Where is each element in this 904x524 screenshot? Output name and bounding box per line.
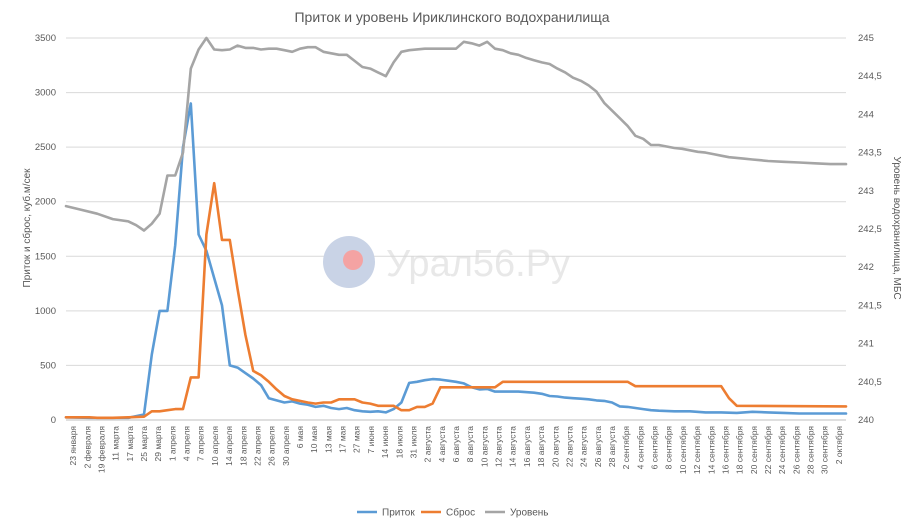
x-tick-label: 31 июля [408,426,418,459]
x-tick-label: 6 августа [451,426,461,463]
series-line-3 [64,36,848,232]
y2-tick-label: 244,5 [858,71,882,82]
x-tick-label: 7 апреля [196,426,206,462]
x-tick-label: 18 апреля [238,426,248,466]
x-tick-label: 29 марта [153,426,163,462]
y-tick-label: 1500 [35,251,56,262]
x-tick-label: 2 октября [834,426,844,465]
y-tick-label: 3500 [35,33,56,44]
x-tick-label: 10 мая [309,426,319,453]
x-tick-label: 28 августа [607,426,617,467]
legend-label-1: Приток [382,508,415,519]
x-tick-label: 6 сентября [650,426,660,470]
x-tick-label: 17 марта [125,426,135,462]
y2-tick-label: 240 [858,415,874,426]
x-tick-label: 22 сентября [763,426,773,474]
y2-tick-label: 242,5 [858,224,882,235]
x-tick-label: 16 августа [522,426,532,467]
x-tick-label: 24 августа [579,426,589,467]
y-tick-label: 500 [40,360,56,371]
x-tick-label: 20 августа [550,426,560,467]
legend-label-3: Уровень [510,508,549,519]
legend-label-2: Сброс [446,507,475,519]
y-tick-label: 2000 [35,197,56,208]
y2-tick-label: 244 [858,109,874,120]
y2-tick-label: 242 [858,262,874,273]
x-tick-label: 20 сентября [749,426,759,474]
y-tick-label: 2500 [35,142,56,153]
x-tick-label: 22 апреля [252,426,262,466]
x-tick-label: 30 сентября [820,426,830,474]
x-tick-label: 25 марта [139,426,149,462]
x-tick-label: 8 сентября [664,426,674,470]
x-tick-label: 14 августа [508,426,518,467]
x-tick-label: 14 апреля [224,426,234,466]
y-tick-label: 1000 [35,306,56,317]
series-line-2 [64,181,848,420]
y2-tick-label: 243,5 [858,148,882,159]
x-tick-label: 14 сентября [706,426,716,474]
y2-tick-label: 245 [858,33,874,44]
x-tick-label: 10 апреля [210,426,220,466]
x-tick-label: 19 февраля [96,426,106,473]
y-tick-label: 3000 [35,88,56,99]
chart-title: Приток и уровень Ириклинского водохранил… [294,9,609,25]
x-tick-label: 6 мая [295,426,305,449]
x-tick-label: 22 августа [564,426,574,467]
watermark: Урал56.Ру [323,236,570,288]
right-axis-label: Уровень водохранилища, МБС [891,156,902,299]
left-axis-ticks: 0 500 1000 1500 2000 2500 3000 3500 [35,33,56,426]
x-tick-label: 12 сентября [692,426,702,474]
x-tick-label: 8 августа [465,426,475,463]
x-tick-label: 10 сентября [678,426,688,474]
y2-tick-label: 241,5 [858,300,882,311]
x-tick-label: 18 августа [536,426,546,467]
x-tick-label: 12 августа [494,426,504,467]
legend: Приток Сброс Уровень [357,507,549,519]
x-tick-label: 13 мая [323,426,333,453]
x-tick-label: 28 сентября [806,426,816,474]
x-tick-label: 2 августа [423,426,433,463]
gridlines [66,37,846,366]
x-tick-label: 10 августа [479,426,489,467]
y-tick-label: 0 [51,415,56,426]
x-tick-label: 26 апреля [267,426,277,466]
x-tick-label: 17 мая [338,426,348,453]
x-tick-label: 4 августа [437,426,447,463]
x-tick-label: 26 сентября [791,426,801,474]
watermark-logo-inner [343,250,363,270]
x-tick-label: 11 марта [111,426,121,461]
x-tick-label: 18 июля [394,426,404,459]
series-lines [64,36,848,420]
right-axis-ticks: 240 240,5 241 241,5 242 242,5 243 243,5 244 244,5… [858,33,882,426]
y2-tick-label: 240,5 [858,377,882,388]
x-tick-label: 4 апреля [182,426,192,462]
x-tick-label: 18 сентября [735,426,745,474]
watermark-text: Урал56.Ру [386,243,570,285]
x-tick-label: 7 июня [366,426,376,454]
x-tick-label: 30 апреля [281,426,291,466]
x-tick-label: 1 апреля [167,426,177,462]
y2-tick-label: 241 [858,339,874,350]
series-line-1 [64,102,848,420]
y2-tick-label: 243 [858,186,874,197]
left-axis-label: Приток и сброс, куб.м/сек [21,168,33,288]
x-tick-label: 4 сентября [635,426,645,470]
x-tick-label: 16 сентября [720,426,730,474]
x-tick-label: 2 сентября [621,426,631,470]
x-axis-ticks: 23 января 2 февраля 19 февраля 11 марта 17 м… [68,426,844,474]
x-tick-label: 2 февраля [82,426,92,469]
x-tick-label: 26 августа [593,426,603,467]
x-tick-label: 24 сентября [777,426,787,474]
x-tick-label: 14 июня [380,426,390,459]
x-tick-label: 23 января [68,426,78,466]
x-tick-label: 27 мая [352,426,362,453]
